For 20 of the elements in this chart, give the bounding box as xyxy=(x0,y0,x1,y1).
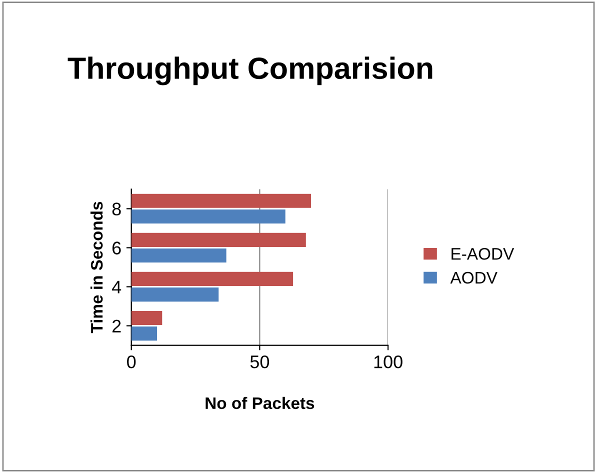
x-tick-label: 50 xyxy=(250,355,270,368)
x-axis-title: No of Packets xyxy=(206,396,314,410)
bar xyxy=(131,272,294,286)
chart-title: Throughput Comparision xyxy=(68,56,432,86)
x-tick-label: 100 xyxy=(374,355,402,368)
y-tick-label: 4 xyxy=(112,280,122,294)
bar xyxy=(131,288,219,302)
y-tick-label: 6 xyxy=(112,242,121,254)
y-axis-title: Time in Seconds xyxy=(90,202,103,334)
legend-label: AODV xyxy=(450,272,498,284)
x-tick-label: 0 xyxy=(127,355,136,368)
bar xyxy=(131,310,162,325)
y-tick-label: 8 xyxy=(112,202,121,216)
legend-label: E-AODV xyxy=(452,248,514,260)
bar xyxy=(131,209,286,224)
bar xyxy=(131,326,158,341)
bar xyxy=(131,232,306,247)
bar xyxy=(131,194,312,208)
bar xyxy=(131,248,226,263)
y-tick-label: 2 xyxy=(112,320,121,332)
